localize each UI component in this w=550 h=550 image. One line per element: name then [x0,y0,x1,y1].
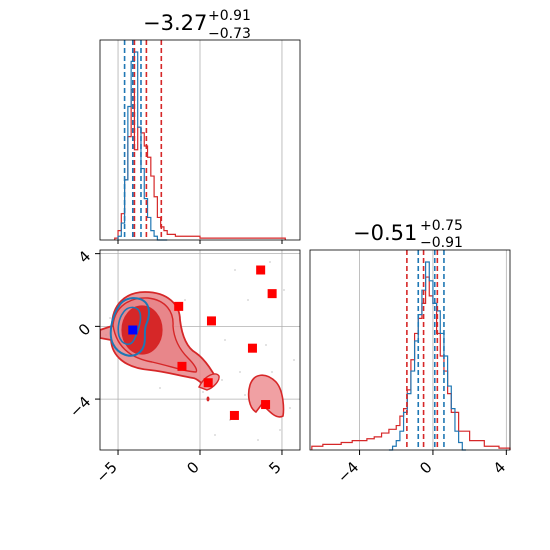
param2-xtick-label: −4 [334,458,362,486]
param1-xticks [117,240,283,244]
red-marker [261,400,271,410]
joint-panel: −5 0 5 −4 0 4 [66,247,301,486]
red-marker [203,378,213,388]
param2-ticks: −4 0 4 [334,450,509,486]
param1-quantile-lines [123,40,163,240]
param2-hist-red [311,276,511,450]
red-marker [174,301,184,311]
param2-xtick-label: 0 [416,458,435,477]
param1-grid [117,40,283,240]
param2-xtick-label: 4 [490,458,509,477]
joint-ytick-label: 4 [75,247,94,266]
joint-ytick-label: 0 [75,320,94,339]
red-marker [229,410,239,420]
joint-xtick-label: 0 [183,458,202,477]
blue-contour-outer [109,297,150,357]
param2-histograms [311,261,511,451]
red-marker [247,343,257,353]
param1-hist-blue [117,51,168,241]
red-marker [256,265,266,275]
param2-axes-frame [309,249,511,451]
param2-grid [359,250,507,450]
red-contour-dot [206,396,210,402]
red-marker [267,289,277,299]
joint-xtick-label: 5 [265,458,284,477]
red-contour-blob-right [247,374,285,418]
joint-markers [128,265,277,420]
param2-marginal-panel: −0.51 +0.75 −0.91 −4 0 4 [309,218,511,486]
param2-title-value: −0.51 [353,221,417,245]
param1-title-upper: +0.91 [208,8,251,24]
param2-quantile-lines [406,250,445,450]
joint-xtick-label: −5 [92,458,120,486]
blue-contour-inner [117,306,142,345]
param2-title-lower: −0.91 [420,235,463,251]
param1-marginal-panel: −3.27 +0.91 −0.73 [99,8,301,244]
blue-marker [128,325,138,335]
param1-title-lower: −0.73 [208,26,251,42]
red-marker [177,361,187,371]
param2-title-upper: +0.75 [420,218,463,234]
param2-hist-blue [388,261,466,451]
red-marker [206,316,216,326]
param1-title-value: −3.27 [143,11,207,35]
joint-density [100,261,295,441]
red-contour-core [121,305,163,355]
joint-ytick-label: −4 [66,393,94,421]
